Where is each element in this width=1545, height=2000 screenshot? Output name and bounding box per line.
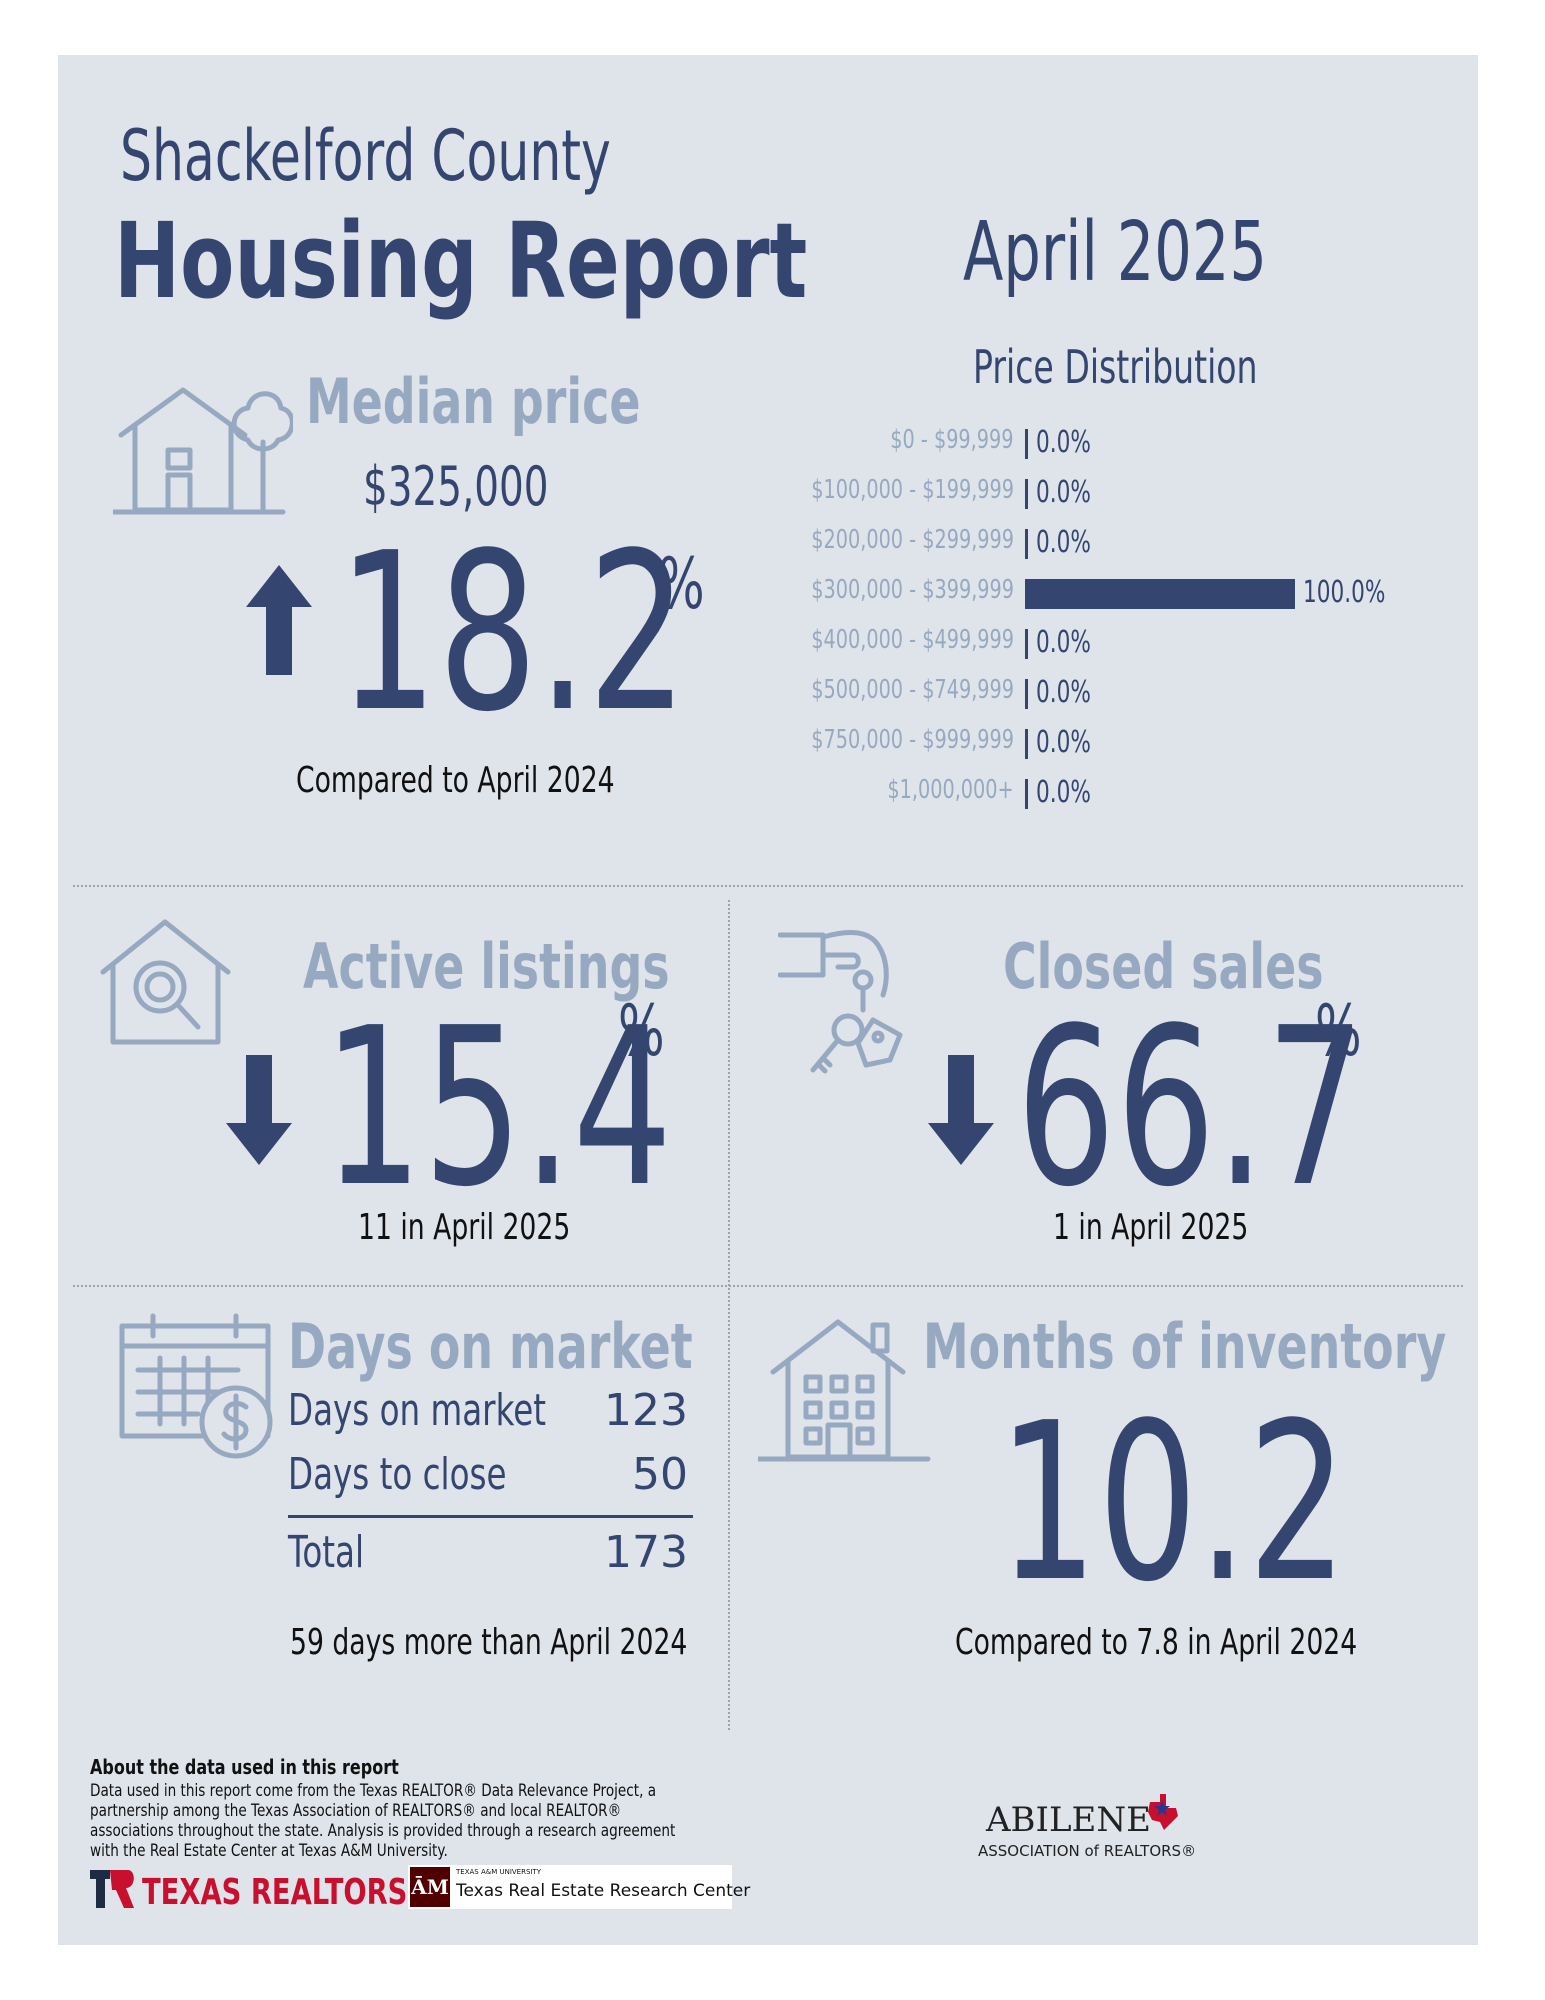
price-range-label: $500,000 - $749,999 [811,675,1014,705]
active-listings-label: Active listings [303,930,670,1003]
months-inventory-note: Compared to 7.8 in April 2024 [955,1622,1358,1663]
price-distribution-bar [1025,579,1295,609]
price-distribution-row: $0 - $99,999 0.0% [780,425,1420,465]
days-on-market-title: Days on market [288,1310,693,1383]
report-panel: Shackelford County Housing Report April … [58,55,1478,1945]
price-distribution-value: 0.0% [1036,675,1091,710]
price-range-label: $0 - $99,999 [890,425,1014,455]
dom-row-total: Total 173 [288,1527,688,1587]
arrow-down-icon [226,1055,292,1165]
median-price-note: Compared to April 2024 [296,760,615,801]
dom-row-value: 123 [604,1385,688,1436]
price-distribution-row: $100,000 - $199,999 0.0% [780,475,1420,515]
arrow-up-icon [246,565,312,675]
months-inventory-title: Months of inventory [923,1310,1447,1383]
median-price-value: $325,000 [363,455,549,518]
median-price-change: 18.2 [338,507,688,760]
about-line: partnership among the Texas Association … [90,1801,622,1821]
dom-row-label: Days to close [288,1449,507,1500]
price-distribution-row: $300,000 - $399,999 100.0% [780,575,1420,615]
price-range-label: $400,000 - $499,999 [811,625,1014,655]
about-line: Data used in this report come from the T… [90,1781,657,1801]
about-line: with the Real Estate Center at Texas A&M… [90,1841,448,1861]
dom-row-days-to-close: Days to close 50 [288,1449,688,1509]
about-data-title: About the data used in this report [90,1755,399,1779]
active-listings-change: 15.4 [323,982,673,1235]
price-distribution-value: 0.0% [1036,625,1091,660]
row-divider-1 [73,885,1463,887]
price-distribution-value: 0.0% [1036,475,1091,510]
building-icon [758,1317,938,1467]
price-distribution-row: $750,000 - $999,999 0.0% [780,725,1420,765]
price-distribution-row: $200,000 - $299,999 0.0% [780,525,1420,565]
price-distribution-bar [1025,479,1028,509]
about-data-text: Data used in this report come from the T… [90,1781,822,1861]
texas-realtors-mark-icon [90,1870,134,1908]
price-distribution-value: 0.0% [1036,775,1091,810]
dom-total-label: Total [288,1527,365,1578]
tamu-center-text: Texas Real Estate Research Center [456,1881,751,1901]
price-distribution-bar [1025,779,1028,809]
price-distribution-bar [1025,529,1028,559]
tamu-small-text: TEXAS A&M UNIVERSITY [456,1868,542,1876]
median-price-pct: % [658,543,705,625]
calendar-dollar-icon [118,1312,278,1462]
price-range-label: $200,000 - $299,999 [811,525,1014,555]
median-price-label: Median price [306,365,641,438]
dom-row-days-on-market: Days on market 123 [288,1385,688,1445]
days-on-market-note: 59 days more than April 2024 [290,1622,688,1663]
abilene-logo: ABILENE ASSOCIATION of REALTORS® [978,1794,1208,1880]
house-tree-icon [113,380,293,520]
report-title: Housing Report [114,200,808,322]
hand-keys-icon [778,925,928,1085]
report-month: April 2025 [963,205,1267,300]
active-listings-note: 11 in April 2025 [358,1207,571,1248]
price-distribution-bar [1025,629,1028,659]
tamu-mark-icon: ĀM [410,1867,450,1907]
price-distribution-value: 0.0% [1036,425,1091,460]
price-distribution-value: 0.0% [1036,725,1091,760]
price-distribution-row: $500,000 - $749,999 0.0% [780,675,1420,715]
county-name: Shackelford County [120,115,611,197]
price-distribution-bar [1025,679,1028,709]
price-distribution-bar [1025,429,1028,459]
dom-total-value: 173 [604,1527,688,1578]
active-listings-pct: % [618,990,665,1072]
dom-total-rule [288,1515,693,1518]
price-distribution-value: 0.0% [1036,525,1091,560]
price-distribution-bar [1025,729,1028,759]
price-distribution-value: 100.0% [1303,575,1386,610]
price-range-label: $300,000 - $399,999 [811,575,1014,605]
price-range-label: $1,000,000+ [887,775,1014,805]
closed-sales-note: 1 in April 2025 [1053,1207,1249,1248]
house-search-icon [98,917,233,1047]
abilene-text: ABILENE [986,1800,1151,1840]
closed-sales-change: 66.7 [1016,982,1366,1235]
price-distribution-row: $1,000,000+ 0.0% [780,775,1420,815]
price-distribution-row: $400,000 - $499,999 0.0% [780,625,1420,665]
tamu-logo: ĀM TEXAS A&M UNIVERSITY Texas Real Estat… [408,1865,750,1909]
price-range-label: $100,000 - $199,999 [811,475,1014,505]
days-on-market-table: Days on market 123 Days to close 50 Tota… [288,1385,693,1595]
dom-row-label: Days on market [288,1385,547,1436]
price-range-label: $750,000 - $999,999 [811,725,1014,755]
closed-sales-label: Closed sales [1003,930,1324,1003]
texas-star-icon [1148,1794,1178,1830]
price-distribution-chart: $0 - $99,999 0.0% $100,000 - $199,999 0.0% $… [780,425,1420,810]
row-divider-2 [73,1285,1463,1287]
dom-row-value: 50 [632,1449,688,1500]
about-line: associations throughout the state. Analy… [90,1821,676,1841]
abilene-subtitle: ASSOCIATION of REALTORS® [978,1842,1197,1860]
closed-sales-pct: % [1315,990,1362,1072]
months-inventory-value: 10.2 [998,1377,1348,1630]
arrow-down-icon [928,1055,994,1165]
price-distribution-title: Price Distribution [973,340,1258,394]
column-divider [728,900,730,1730]
